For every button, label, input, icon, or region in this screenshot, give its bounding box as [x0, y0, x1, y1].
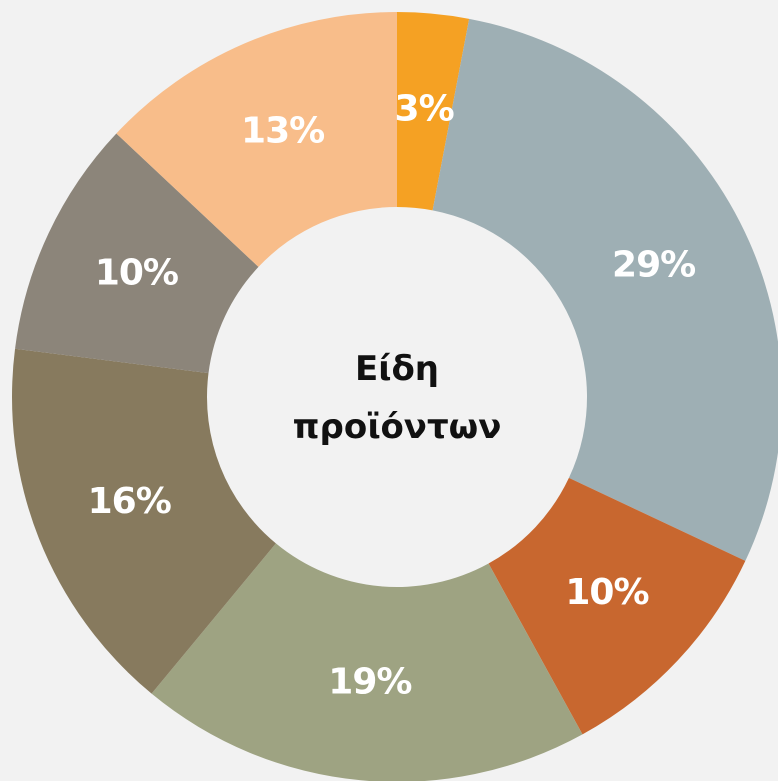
- value-label: 10%: [95, 252, 178, 293]
- donut-segment: [151, 543, 583, 781]
- donut-segment: [11, 348, 276, 694]
- value-label: 16%: [88, 481, 171, 522]
- value-label: 3%: [395, 88, 454, 129]
- donut-segment: [15, 133, 259, 374]
- value-label: 19%: [328, 662, 411, 703]
- value-label: 13%: [241, 111, 324, 152]
- center-label: Είδη προϊόντων: [292, 349, 502, 447]
- value-label: 29%: [612, 244, 695, 285]
- donut-segment: [116, 12, 397, 267]
- donut-segment: [488, 477, 746, 735]
- donut-segment: [397, 12, 470, 211]
- value-label: 10%: [565, 572, 648, 613]
- donut-segment: [432, 18, 778, 561]
